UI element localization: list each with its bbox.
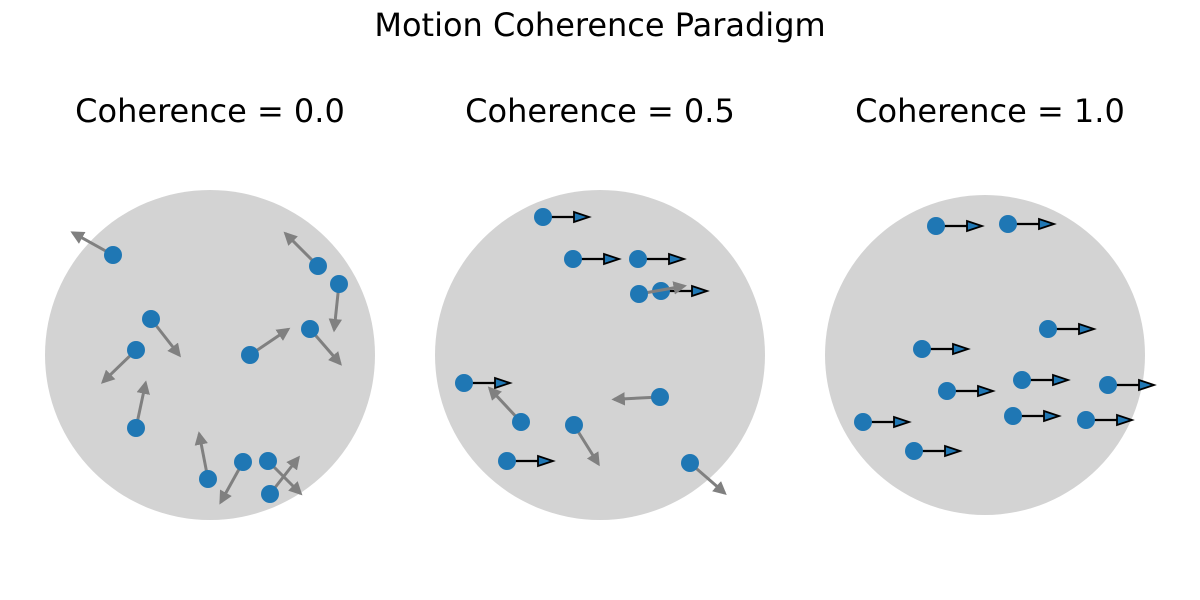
- moving-dot: [127, 380, 150, 437]
- moving-dot: [328, 275, 348, 333]
- moving-dot: [913, 340, 971, 358]
- coherent-motion-arrowhead: [494, 376, 513, 390]
- dot: [534, 208, 552, 226]
- dot: [455, 374, 473, 392]
- aperture-field-coherence-1: [825, 195, 1145, 515]
- moving-dot: [142, 310, 181, 358]
- moving-dot: [283, 231, 327, 275]
- coherent-motion-arrowhead: [944, 444, 963, 458]
- moving-dot: [681, 454, 727, 495]
- moving-dot: [261, 455, 300, 503]
- moving-dot: [564, 250, 622, 268]
- coherent-motion-arrowhead: [893, 415, 912, 429]
- dot: [259, 452, 277, 470]
- dot: [241, 346, 259, 364]
- moving-dot: [565, 416, 600, 467]
- moving-dot: [854, 413, 912, 431]
- dot: [142, 310, 160, 328]
- moving-dot: [1099, 376, 1157, 394]
- dot: [565, 416, 583, 434]
- moving-dot: [1004, 407, 1062, 425]
- panel-title-coherence-05: Coherence = 0.5: [465, 92, 735, 130]
- dot: [512, 413, 530, 431]
- coherent-motion-arrowhead: [966, 219, 985, 233]
- dot-layer-coherence-0: [70, 231, 348, 505]
- panel-title-coherence-1: Coherence = 1.0: [855, 92, 1125, 130]
- dot: [309, 257, 327, 275]
- coherent-motion-arrowhead: [537, 454, 556, 468]
- moving-dot: [194, 431, 217, 488]
- dot: [127, 419, 145, 437]
- coherent-motion-arrowhead: [1078, 322, 1097, 336]
- moving-dot: [487, 386, 530, 431]
- moving-dot: [455, 374, 513, 392]
- moving-dot: [1039, 320, 1097, 338]
- moving-dot: [241, 327, 291, 364]
- moving-dot: [498, 452, 556, 470]
- dot: [651, 388, 669, 406]
- dot: [127, 341, 145, 359]
- dot: [564, 250, 582, 268]
- dot: [854, 413, 872, 431]
- dot: [330, 275, 348, 293]
- panel-title-coherence-0: Coherence = 0.0: [75, 92, 345, 130]
- moving-dot: [999, 215, 1057, 233]
- dot: [905, 442, 923, 460]
- dot: [681, 454, 699, 472]
- dot: [1077, 411, 1095, 429]
- dot: [234, 453, 252, 471]
- dot: [498, 452, 516, 470]
- moving-dot: [219, 453, 252, 505]
- moving-dot: [301, 320, 342, 366]
- coherent-motion-arrowhead: [1038, 217, 1057, 231]
- coherent-motion-arrowhead: [1138, 378, 1157, 392]
- coherent-motion-arrowhead: [573, 210, 592, 224]
- dot: [199, 470, 217, 488]
- moving-dot: [534, 208, 592, 226]
- coherent-motion-arrowhead: [668, 252, 687, 266]
- coherent-motion-arrowhead: [952, 342, 971, 356]
- coherent-motion-arrowhead: [1052, 373, 1071, 387]
- moving-dot: [1077, 411, 1135, 429]
- dot: [927, 217, 945, 235]
- dot: [938, 382, 956, 400]
- moving-dot: [927, 217, 985, 235]
- coherent-motion-arrowhead: [691, 284, 710, 298]
- dot: [261, 485, 279, 503]
- coherent-motion-arrowhead: [1116, 413, 1135, 427]
- figure-title: Motion Coherence Paradigm: [374, 6, 826, 44]
- moving-dot: [70, 231, 122, 264]
- dot: [630, 285, 648, 303]
- dot-layer-coherence-1: [854, 215, 1157, 460]
- moving-dot: [611, 388, 669, 406]
- dot: [1004, 407, 1022, 425]
- dot: [999, 215, 1017, 233]
- dot: [1013, 371, 1031, 389]
- aperture-field-coherence-05: [435, 190, 765, 520]
- coherent-motion-arrowhead: [977, 384, 996, 398]
- moving-dot: [630, 281, 687, 303]
- dot: [1039, 320, 1057, 338]
- coherent-motion-arrowhead: [603, 252, 622, 266]
- moving-dot: [1013, 371, 1071, 389]
- dot: [629, 250, 647, 268]
- dot: [104, 246, 122, 264]
- dot: [913, 340, 931, 358]
- dot: [1099, 376, 1117, 394]
- aperture-field-coherence-0: [45, 190, 375, 520]
- moving-dot: [905, 442, 963, 460]
- coherent-motion-arrowhead: [1043, 409, 1062, 423]
- moving-dot: [938, 382, 996, 400]
- moving-dot: [629, 250, 687, 268]
- moving-dot: [100, 341, 145, 384]
- dot: [301, 320, 319, 338]
- dot-layer-coherence-05: [455, 208, 727, 495]
